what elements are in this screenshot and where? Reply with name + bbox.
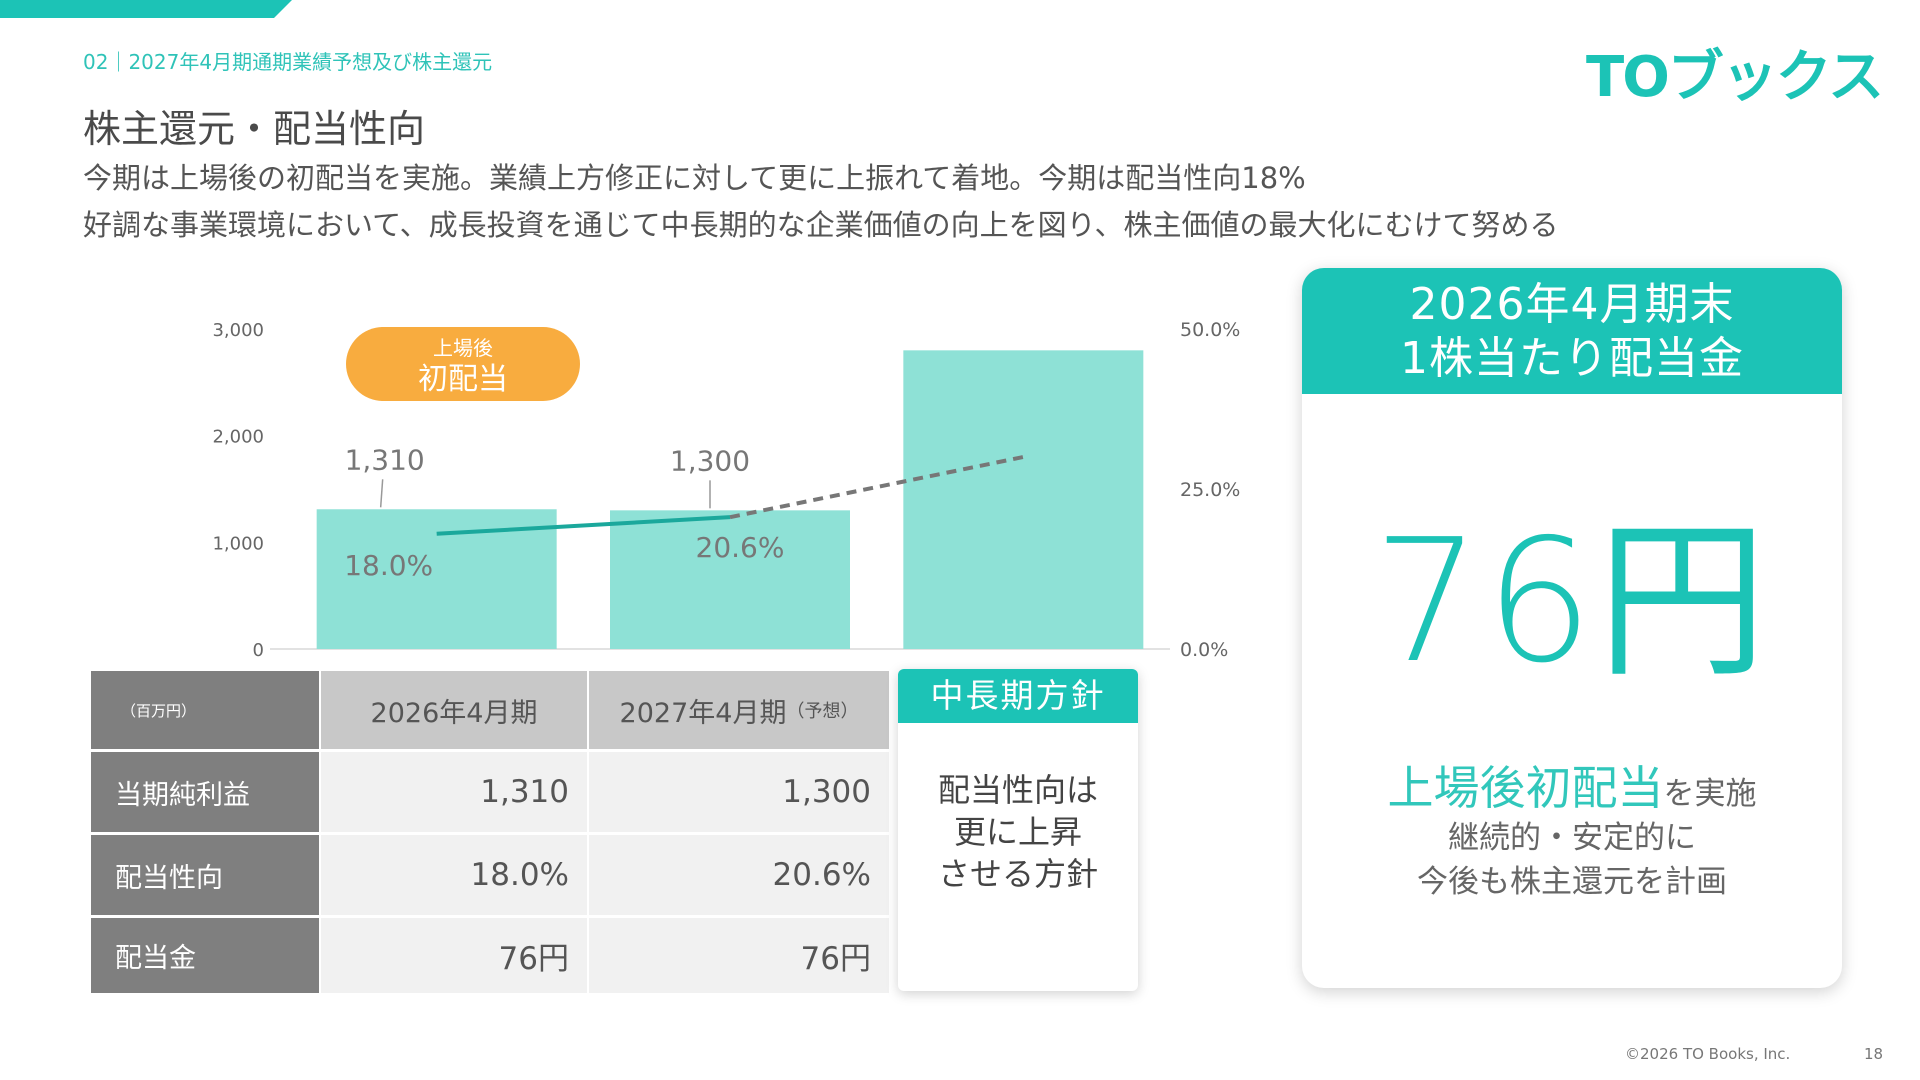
dividend-amount: 76円 [1372,503,1772,701]
dividend-per-share-card: 2026年4月期末 1株当たり配当金 76円 上場後初配当を実施 継続的・安定的… [1302,268,1842,988]
y-axis-tick-label: 2,000 [212,427,264,448]
table-cell-payout-ratio-2027: 20.6% [589,835,889,915]
dividend-title-line-1: 2026年4月期末 [1409,279,1735,330]
subtitle-line-2: 好調な事業環境において、成長投資を通じて中長期的な企業価値の向上を図り、株主価値… [83,208,1559,242]
dividend-line-3: 今後も株主還元を計画 [1417,864,1727,900]
policy-body: 配当性向は 更に上昇 させる方針 [898,723,1138,895]
bar-label-leader [379,479,384,508]
bar-value-label: 1,310 [345,443,425,476]
policy-title: 中長期方針 [898,669,1138,723]
policy-line-3: させる方針 [937,855,1098,893]
dividend-highlight-suffix: を実施 [1663,776,1757,812]
dividend-chart: 0 1,000 2,000 3,000 0.0% 25.0% 50.0% 1,310 1,300… [212,319,1240,661]
company-logo: TOブックス [1586,45,1884,110]
bar [610,510,850,649]
bar-value-label: 1,300 [670,444,750,477]
mid-term-policy-card: 中長期方針 配当性向は 更に上昇 させる方針 [898,669,1138,991]
y2-axis-tick-label: 0.0% [1180,639,1228,661]
policy-line-1: 配当性向は [937,771,1098,809]
table-unit-label: （百万円） [91,671,319,749]
line-segment [436,515,731,536]
line-value-label: 18.0% [344,549,433,582]
top-accent-stripe [0,0,292,18]
dividend-line-2: 継続的・安定的に [1448,820,1696,856]
dividend-highlight: 上場後初配当 [1387,761,1664,815]
policy-line-2: 更に上昇 [953,813,1082,851]
badge-line-2: 初配当 [418,362,508,397]
badge-line-1: 上場後 [433,336,493,360]
y-axis-tick-label: 0 [253,640,264,661]
table-col-2027-label: 2027年4月期 [619,697,787,729]
table-row-label-payout-ratio: 配当性向 [91,835,319,915]
table-cell-dividend-2026: 76円 [321,918,587,993]
y2-axis-tick-label: 50.0% [1180,319,1240,341]
table-cell-net-income-2027: 1,300 [589,752,889,832]
dividend-description: 上場後初配当を実施 継続的・安定的に 今後も株主還元を計画 [1302,765,1842,904]
table-cell-dividend-2027: 76円 [589,918,889,993]
table-row-label-net-income: 当期純利益 [91,752,319,832]
bar [903,350,1144,649]
financial-table: （百万円） 2026年4月期 2027年4月期 （予想） 当期純利益 1,310… [91,671,889,997]
line-value-label: 20.6% [696,531,785,564]
subtitle-line-1: 今期は上場後の初配当を実施。業績上方修正に対して更に上振れて着地。今期は配当性向… [83,161,1306,195]
table-cell-payout-ratio-2026: 18.0% [321,835,587,915]
footer-page-number: 18 [1864,1045,1884,1063]
table-col-2026: 2026年4月期 [321,671,587,749]
first-dividend-badge [346,327,580,401]
y2-axis-tick-label: 25.0% [1180,479,1240,501]
page-title: 株主還元・配当性向 [83,107,426,151]
y-axis-tick-label: 1,000 [212,533,264,554]
y-axis-tick-label: 3,000 [212,320,264,341]
dividend-card-header: 2026年4月期末 1株当たり配当金 [1302,268,1842,394]
table-col-2027: 2027年4月期 （予想） [589,671,889,749]
dividend-title-line-2: 1株当たり配当金 [1400,333,1744,384]
table-col-2027-note: （予想） [786,701,859,722]
footer-copyright: ©2026 TO Books, Inc. [1625,1045,1791,1063]
section-label: 02｜2027年4月期通期業績予想及び株主還元 [83,50,493,74]
table-row-label-dividend: 配当金 [91,918,319,993]
table-cell-net-income-2026: 1,310 [321,752,587,832]
